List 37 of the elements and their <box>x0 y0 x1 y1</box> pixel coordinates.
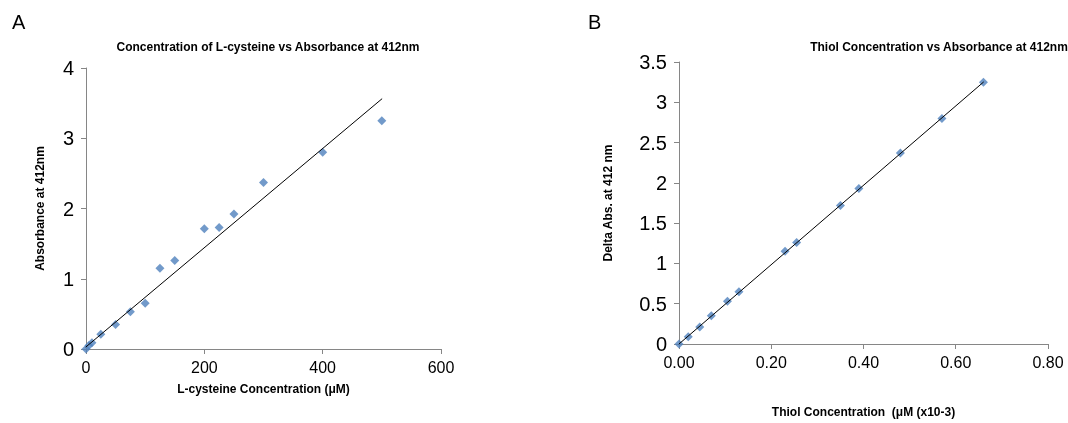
point <box>259 178 268 188</box>
x-axis-title: Thiol Concentration (μM (x10-3) <box>771 405 956 419</box>
text: B <box>588 11 602 33</box>
x-tick-label: 0.80 <box>1032 353 1064 371</box>
y-tick-label: 1 <box>62 267 74 290</box>
point <box>199 224 209 234</box>
x-axis-title: L-cysteine Concentration (μM) <box>177 382 350 396</box>
x-tick-label: 600 <box>427 358 455 376</box>
text: A <box>12 11 26 33</box>
x-tick-label: 400 <box>309 358 337 376</box>
y-tick-label: 3 <box>655 91 667 114</box>
point <box>377 116 387 126</box>
y-tick-label: 3.5 <box>639 51 667 73</box>
point <box>214 222 224 232</box>
y-tick-label: 4 <box>62 57 74 79</box>
x-tick-label: 0.00 <box>663 353 695 371</box>
y-tick-label: 1.5 <box>639 212 667 235</box>
chart-title: Thiol Concentration vs Absorbance at 412nm <box>810 40 1068 54</box>
x-tick-label: 0.20 <box>755 353 787 371</box>
x-tick-label: 0.40 <box>847 353 880 371</box>
chart-title: Concentration of L-cysteine vs Absorbance at 412nm <box>116 40 420 54</box>
point <box>155 263 165 273</box>
x-tick-label: 0 <box>81 358 91 376</box>
y-tick-label: 0.5 <box>639 292 667 315</box>
y-tick-label: 2.5 <box>639 131 667 154</box>
point <box>170 255 180 265</box>
x-tick-label: 0.60 <box>940 353 972 371</box>
y-tick-label: 2 <box>62 197 74 220</box>
point <box>140 298 150 308</box>
y-tick-label: 2 <box>655 171 667 194</box>
y-axis-title: Delta Abs. at 412 nm <box>601 144 615 262</box>
y-axis-title: Absorbance at 412nm <box>33 146 47 271</box>
point <box>229 209 239 219</box>
y-tick-label: 0 <box>655 333 667 355</box>
x-tick-label: 200 <box>190 358 218 376</box>
y-tick-label: 3 <box>62 127 74 150</box>
y-tick-label: 1 <box>655 252 667 275</box>
